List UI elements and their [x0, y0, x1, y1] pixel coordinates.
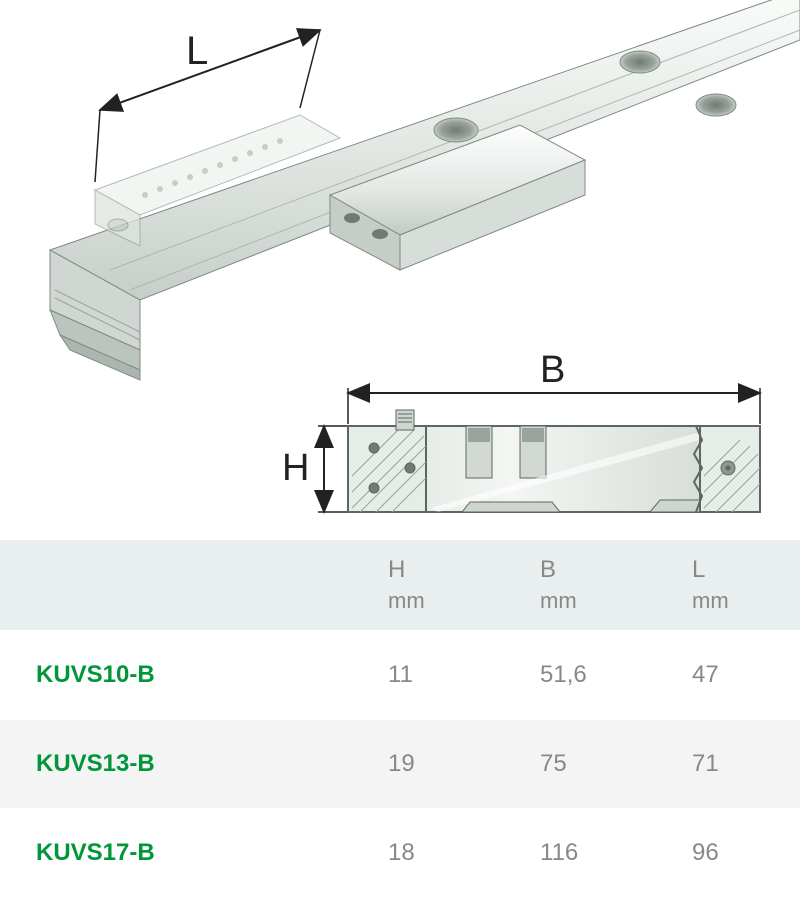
model-cell: KUVS13-B — [0, 720, 352, 809]
table-header-row: H mm B mm L mm — [0, 540, 800, 631]
value-cell: 96 — [656, 809, 800, 897]
value-cell: 51,6 — [504, 631, 656, 720]
dimensions-table: H mm B mm L mm KUVS10-B 11 51,6 47 — [0, 540, 800, 897]
value-cell: 19 — [352, 720, 504, 809]
value-cell: 75 — [504, 720, 656, 809]
col-B: B mm — [504, 540, 656, 631]
table-row: KUVS17-B 18 116 96 — [0, 809, 800, 897]
dimension-label-B: B — [540, 349, 565, 391]
value-cell: 47 — [656, 631, 800, 720]
value-cell: 116 — [504, 809, 656, 897]
col-H: H mm — [352, 540, 504, 631]
model-cell: KUVS10-B — [0, 631, 352, 720]
table-row: KUVS13-B 19 75 71 — [0, 720, 800, 809]
dimension-label-L: L — [186, 29, 208, 73]
technical-diagram: L B H — [0, 0, 800, 540]
table-row: KUVS10-B 11 51,6 47 — [0, 631, 800, 720]
value-cell: 71 — [656, 720, 800, 809]
cross-section: B H — [282, 349, 760, 512]
value-cell: 18 — [352, 809, 504, 897]
diagram-svg: L B H — [0, 0, 800, 540]
isometric-rail: L — [50, 0, 800, 380]
model-cell: KUVS17-B — [0, 809, 352, 897]
dimension-label-H: H — [282, 447, 309, 489]
col-model — [0, 540, 352, 631]
value-cell: 11 — [352, 631, 504, 720]
col-L: L mm — [656, 540, 800, 631]
